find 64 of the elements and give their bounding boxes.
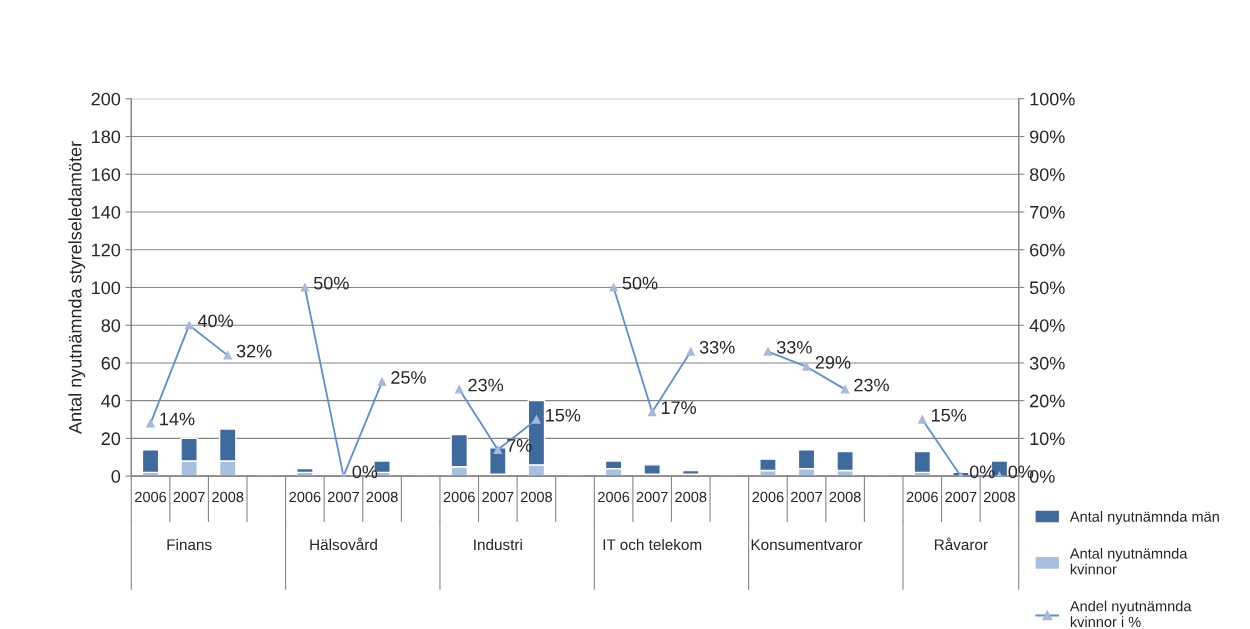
data-label: 15% (931, 408, 967, 422)
text: Konsumentvaror (751, 539, 863, 551)
x-tick-label: 2006 (752, 491, 784, 503)
text: Råvaror (934, 537, 988, 551)
x-tick-label: 2007 (791, 491, 823, 503)
x-tick-label: 2008 (983, 491, 1016, 503)
x-tick-label: 2006 (598, 491, 630, 503)
text: Industri (474, 538, 522, 551)
text: Hälsovård (310, 537, 377, 551)
data-label: 14% (160, 412, 195, 426)
x-tick-label: 2007 (173, 491, 205, 503)
y-tick-label: 120 (92, 243, 121, 257)
y-tick-label: 80 (101, 319, 121, 332)
x-tick-label: 2008 (520, 491, 552, 503)
y2-tick-label: 20% (1030, 394, 1065, 408)
y-tick-label: 40 (101, 394, 121, 408)
data-label: 17% (661, 401, 696, 414)
x-tick-label: 2006 (906, 491, 938, 503)
x-tick-label: 2007 (636, 491, 668, 503)
text: IT och telekom (603, 538, 702, 551)
y-tick-label: 200 (91, 92, 121, 106)
y-tick-label: 180 (92, 130, 121, 144)
x-tick-label: 2007 (945, 491, 977, 503)
x-tick-label: 2006 (443, 491, 475, 503)
y-tick-label: 140 (92, 205, 121, 219)
data-label: 23% (468, 378, 504, 392)
data-label: 25% (391, 371, 426, 384)
data-label: 0% (352, 465, 378, 479)
y-tick-label: 100 (92, 281, 121, 295)
data-label: 15% (546, 408, 581, 422)
y2-tick-label: 90% (1030, 130, 1065, 144)
y2-tick-label: 30% (1029, 356, 1065, 370)
y-tick-label: 0 (111, 470, 121, 483)
x-tick-label: 2008 (212, 491, 244, 503)
data-label: 23% (854, 378, 889, 392)
y2-tick-label: 80% (1029, 168, 1065, 181)
legend-label: Andel nyutnämnda kvinnor i % (1069, 600, 1192, 628)
data-label: 33% (699, 340, 735, 354)
y-tick-label: 20 (101, 432, 121, 446)
y2-tick-label: 50% (1029, 281, 1065, 295)
data-label: 29% (815, 355, 851, 369)
y-axis-title: Antal nyutnämnda styrelseledamöter (68, 141, 86, 434)
x-tick-label: 2006 (135, 491, 167, 503)
y2-tick-label: 60% (1030, 243, 1065, 257)
x-tick-label: 2007 (482, 491, 514, 503)
data-label: 32% (236, 344, 272, 358)
data-label: 50% (313, 276, 349, 290)
x-tick-label: 2008 (675, 491, 707, 503)
data-label: 33% (776, 340, 812, 354)
legend-label: Antal nyutnämnda kvinnor (1069, 548, 1188, 575)
x-tick-label: 2007 (327, 491, 359, 503)
y2-tick-label: 40% (1029, 319, 1065, 332)
x-tick-label: 2008 (366, 491, 398, 503)
y2-tick-label: 100% (1030, 92, 1075, 106)
y2-tick-label: 70% (1030, 205, 1065, 219)
legend-label: Antal nyutnämnda män (1069, 511, 1219, 525)
y2-tick-label: 10% (1030, 432, 1065, 446)
data-label: 40% (197, 314, 233, 328)
data-label: 50% (622, 276, 658, 290)
y-tick-label: 60 (101, 356, 121, 370)
text: Finans (167, 538, 212, 551)
x-tick-label: 2008 (829, 491, 861, 503)
x-tick-label: 2006 (289, 491, 321, 503)
y-tick-label: 160 (92, 168, 121, 181)
